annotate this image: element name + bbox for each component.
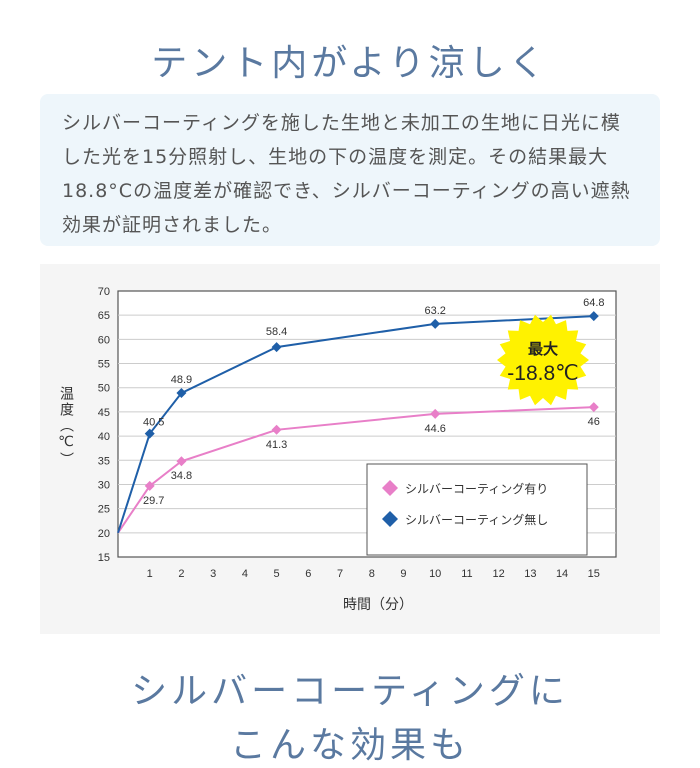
data-label: 48.9 — [171, 374, 192, 386]
y-axis-label: 温度（℃） — [58, 386, 74, 468]
y-tick-label: 45 — [98, 407, 110, 419]
heading-bottom-1: シルバーコーティングに — [131, 671, 569, 712]
heading-top: テント内がより涼しく — [151, 43, 549, 84]
x-tick-label: 7 — [337, 568, 343, 580]
y-tick-label: 55 — [98, 359, 110, 371]
x-tick-label: 11 — [461, 568, 472, 580]
data-point — [271, 342, 282, 353]
badge-line2: -18.8℃ — [507, 362, 578, 385]
legend-marker — [382, 480, 398, 496]
data-label: 64.8 — [583, 297, 604, 309]
data-point — [144, 480, 155, 491]
x-tick-label: 13 — [524, 568, 536, 580]
y-tick-label: 30 — [98, 479, 110, 491]
legend-label: シルバーコーティング無し — [405, 512, 548, 527]
y-tick-label: 25 — [98, 504, 110, 516]
description-box: シルバーコーティングを施した生地と未加工の生地に日光に模した光を15分照射し、生… — [40, 94, 660, 246]
y-tick-label: 70 — [98, 286, 110, 298]
data-point — [588, 402, 599, 413]
y-tick-label: 15 — [98, 552, 110, 564]
starburst-badge — [497, 314, 589, 406]
data-label: 34.8 — [171, 470, 192, 482]
x-tick-label: 9 — [400, 568, 406, 580]
y-tick-label: 20 — [98, 528, 110, 540]
x-axis-label: 時間（分） — [343, 597, 413, 613]
data-point — [588, 311, 599, 322]
heading-bottom-2: こんな効果も — [229, 725, 470, 766]
data-label: 40.5 — [143, 417, 164, 429]
x-tick-label: 4 — [242, 568, 248, 580]
x-tick-label: 1 — [147, 568, 153, 580]
x-tick-label: 10 — [429, 568, 441, 580]
y-tick-label: 35 — [98, 455, 110, 467]
badge-line1: 最大 — [528, 340, 558, 358]
x-tick-label: 3 — [210, 568, 216, 580]
x-tick-label: 2 — [178, 568, 184, 580]
data-point — [430, 408, 441, 419]
legend-box — [366, 463, 588, 556]
data-point — [430, 318, 441, 329]
legend-label: シルバーコーティング有り — [405, 482, 548, 496]
y-tick-label: 60 — [98, 334, 110, 346]
series-line-1 — [117, 315, 594, 534]
x-tick-label: 5 — [274, 568, 280, 580]
legend-marker — [382, 511, 398, 527]
y-tick-label: 40 — [98, 431, 110, 443]
y-tick-label: 65 — [98, 310, 110, 322]
data-label: 29.7 — [143, 495, 164, 507]
x-tick-label: 14 — [556, 568, 568, 580]
data-label: 58.4 — [266, 326, 287, 338]
data-point — [176, 456, 187, 467]
data-label: 44.6 — [424, 423, 445, 435]
data-label: 41.3 — [266, 439, 287, 451]
data-point — [144, 428, 155, 439]
x-tick-label: 15 — [588, 568, 600, 580]
x-tick-label: 8 — [369, 568, 375, 580]
x-tick-label: 12 — [493, 568, 505, 580]
x-tick-label: 6 — [305, 568, 311, 580]
data-label: 63.2 — [424, 305, 445, 317]
data-point — [176, 388, 187, 399]
data-label: 46 — [588, 416, 600, 428]
series-line-0 — [117, 406, 594, 534]
y-tick-label: 50 — [98, 383, 110, 395]
data-point — [271, 424, 282, 435]
